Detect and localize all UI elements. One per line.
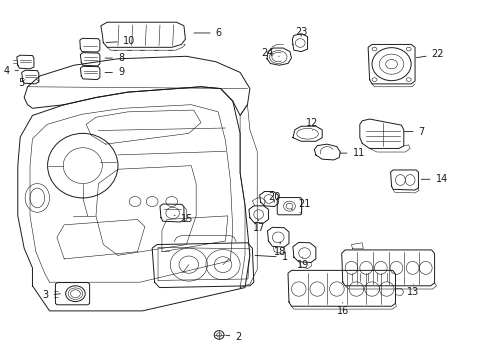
- Text: 2: 2: [226, 332, 242, 342]
- Text: 19: 19: [296, 257, 309, 270]
- Text: 16: 16: [337, 303, 349, 316]
- Text: 10: 10: [106, 36, 135, 46]
- Text: 12: 12: [306, 118, 318, 131]
- Text: 9: 9: [105, 67, 124, 77]
- Text: 24: 24: [261, 48, 279, 58]
- Text: 6: 6: [194, 28, 222, 38]
- Text: 5: 5: [18, 78, 30, 88]
- Text: 15: 15: [174, 215, 193, 224]
- Text: 3: 3: [43, 290, 60, 300]
- Text: 18: 18: [274, 242, 286, 257]
- Text: 22: 22: [416, 49, 444, 59]
- Text: 21: 21: [292, 199, 310, 210]
- Text: 13: 13: [408, 284, 420, 297]
- Text: 23: 23: [295, 27, 307, 37]
- Text: 8: 8: [105, 53, 124, 63]
- Text: 14: 14: [421, 174, 448, 184]
- Text: 4: 4: [3, 66, 19, 76]
- Text: 7: 7: [404, 127, 425, 136]
- Text: 20: 20: [268, 192, 280, 202]
- Text: 1: 1: [255, 252, 288, 262]
- Text: 17: 17: [252, 220, 265, 233]
- Text: 11: 11: [340, 148, 365, 158]
